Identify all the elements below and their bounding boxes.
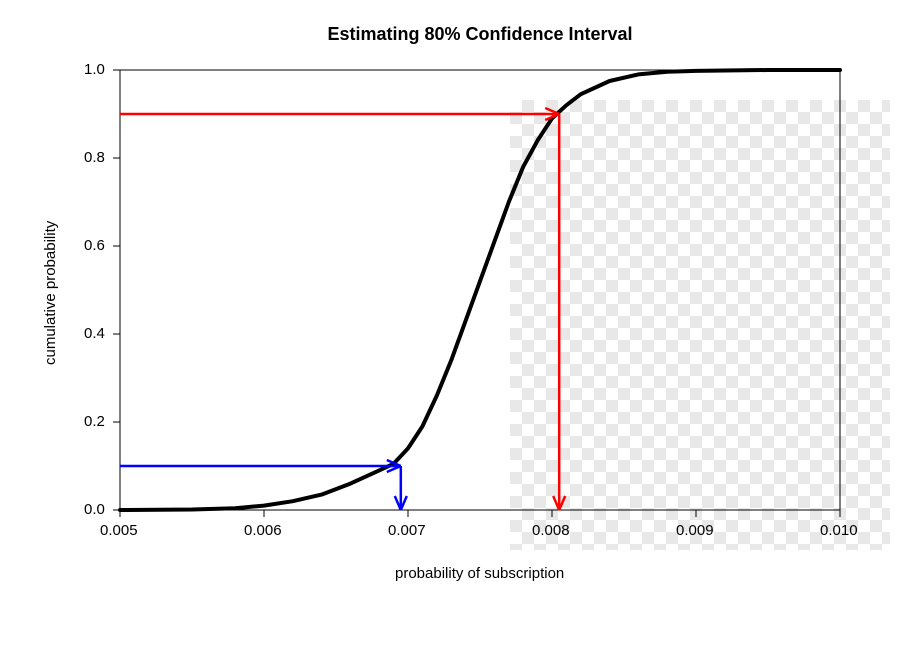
lower-bound-h-arrow	[120, 460, 401, 472]
ytick-label: 0.0	[84, 501, 105, 518]
ytick-label: 0.8	[84, 149, 105, 166]
xtick-label: 0.006	[244, 522, 282, 539]
ytick-label: 1.0	[84, 61, 105, 78]
xtick-label: 0.007	[388, 522, 426, 539]
xtick-label: 0.005	[100, 522, 138, 539]
ytick-label: 0.4	[84, 325, 105, 342]
chart-canvas: Estimating 80% Confidence Interval cumul…	[0, 0, 900, 660]
upper-bound-h-arrow	[120, 108, 559, 120]
xtick-label: 0.010	[820, 522, 858, 539]
xtick-label: 0.009	[676, 522, 714, 539]
plot-svg	[0, 0, 900, 660]
xtick-label: 0.008	[532, 522, 570, 539]
cdf-curve	[120, 70, 840, 510]
ytick-label: 0.2	[84, 413, 105, 430]
ytick-label: 0.6	[84, 237, 105, 254]
upper-bound-v-arrow	[553, 114, 565, 510]
lower-bound-v-arrow	[395, 466, 407, 510]
